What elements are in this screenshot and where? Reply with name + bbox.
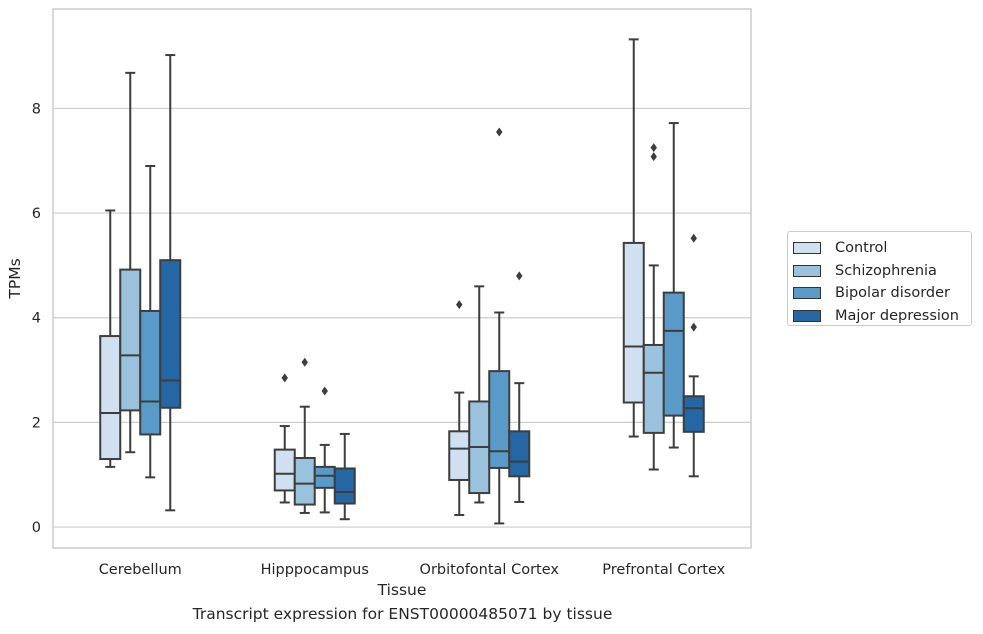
figure-caption: Transcript expression for ENST0000048507… xyxy=(192,605,613,623)
legend-item: Major depression xyxy=(793,305,971,328)
outlier-point xyxy=(690,233,697,243)
box xyxy=(508,430,531,478)
legend-label: Bipolar disorder xyxy=(835,285,950,302)
legend-label: Schizophrenia xyxy=(835,262,937,279)
x-tick-label: Orbitofontal Cortex xyxy=(420,562,560,578)
box xyxy=(99,335,122,461)
outlier-point xyxy=(496,127,503,137)
x-tick-label: Hipppocampus xyxy=(261,562,369,578)
box xyxy=(642,343,665,434)
outlier-point xyxy=(690,322,697,332)
y-tick-label: 8 xyxy=(32,101,41,117)
box xyxy=(662,291,685,417)
outlier-point xyxy=(516,271,523,281)
box xyxy=(159,259,182,409)
legend-swatch xyxy=(793,242,821,255)
box xyxy=(293,456,316,506)
legend-swatch xyxy=(793,287,821,300)
x-tick-label: Cerebellum xyxy=(99,562,182,578)
plot-frame xyxy=(52,8,752,549)
y-tick-label: 0 xyxy=(32,520,41,536)
y-tick-label: 6 xyxy=(32,206,41,222)
outlier-point xyxy=(650,143,657,153)
outlier-point xyxy=(456,300,463,310)
legend-label: Control xyxy=(835,240,888,257)
box xyxy=(273,448,296,492)
box xyxy=(488,370,511,469)
legend-label: Major depression xyxy=(835,307,959,324)
outlier-point xyxy=(650,152,657,162)
outlier-point xyxy=(301,357,308,367)
legend-item: Bipolar disorder xyxy=(793,282,971,305)
box xyxy=(622,241,645,404)
y-tick-label: 2 xyxy=(32,415,41,431)
x-axis-label: Tissue xyxy=(377,581,427,599)
box xyxy=(119,268,142,412)
legend: Control Schizophrenia Bipolar disorder Majo… xyxy=(787,231,972,326)
box xyxy=(333,467,356,505)
x-tick-label: Prefrontal Cortex xyxy=(602,562,725,578)
legend-swatch xyxy=(793,264,821,277)
outlier-point xyxy=(321,386,328,396)
y-axis-label: TPMs xyxy=(6,258,24,299)
box xyxy=(448,430,471,481)
legend-item: Schizophrenia xyxy=(793,260,971,283)
legend-item: Control xyxy=(793,237,971,260)
outlier-point xyxy=(281,373,288,383)
box xyxy=(313,465,336,489)
y-tick-label: 4 xyxy=(32,311,41,327)
box xyxy=(682,395,705,433)
legend-swatch xyxy=(793,309,821,322)
box xyxy=(139,309,162,436)
